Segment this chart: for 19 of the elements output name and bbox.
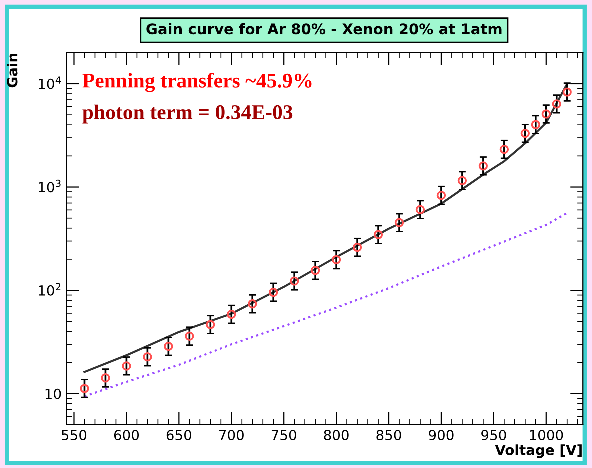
x-tick-label: 950 [482, 430, 506, 441]
y-axis-title: Gain [6, 54, 18, 88]
x-tick-label: 1000 [530, 430, 564, 441]
annotation: photon term = 0.34E-03 [82, 104, 293, 124]
x-tick-label: 700 [220, 430, 244, 441]
x-tick-label: 800 [324, 430, 349, 441]
annotation: Penning transfers ~45.9% [82, 73, 312, 92]
x-tick-label: 650 [166, 430, 192, 441]
chart-title: Gain curve for Ar 80% - Xenon 20% at 1atm [146, 23, 502, 35]
y-tick-label: 10$^{2}$ [39, 283, 61, 296]
y-tick-label: 10$^{3}$ [39, 180, 61, 193]
x-tick-label: 900 [429, 430, 454, 441]
x-tick-label: 550 [62, 430, 87, 441]
x-tick-label: 850 [376, 430, 402, 441]
y-tick-label: 10 [46, 388, 62, 400]
x-axis-title: Voltage [V] [495, 444, 582, 458]
y-tick-label: 10$^{4}$ [39, 76, 62, 90]
x-tick-label: 750 [272, 430, 296, 441]
x-tick-label: 600 [114, 430, 140, 441]
